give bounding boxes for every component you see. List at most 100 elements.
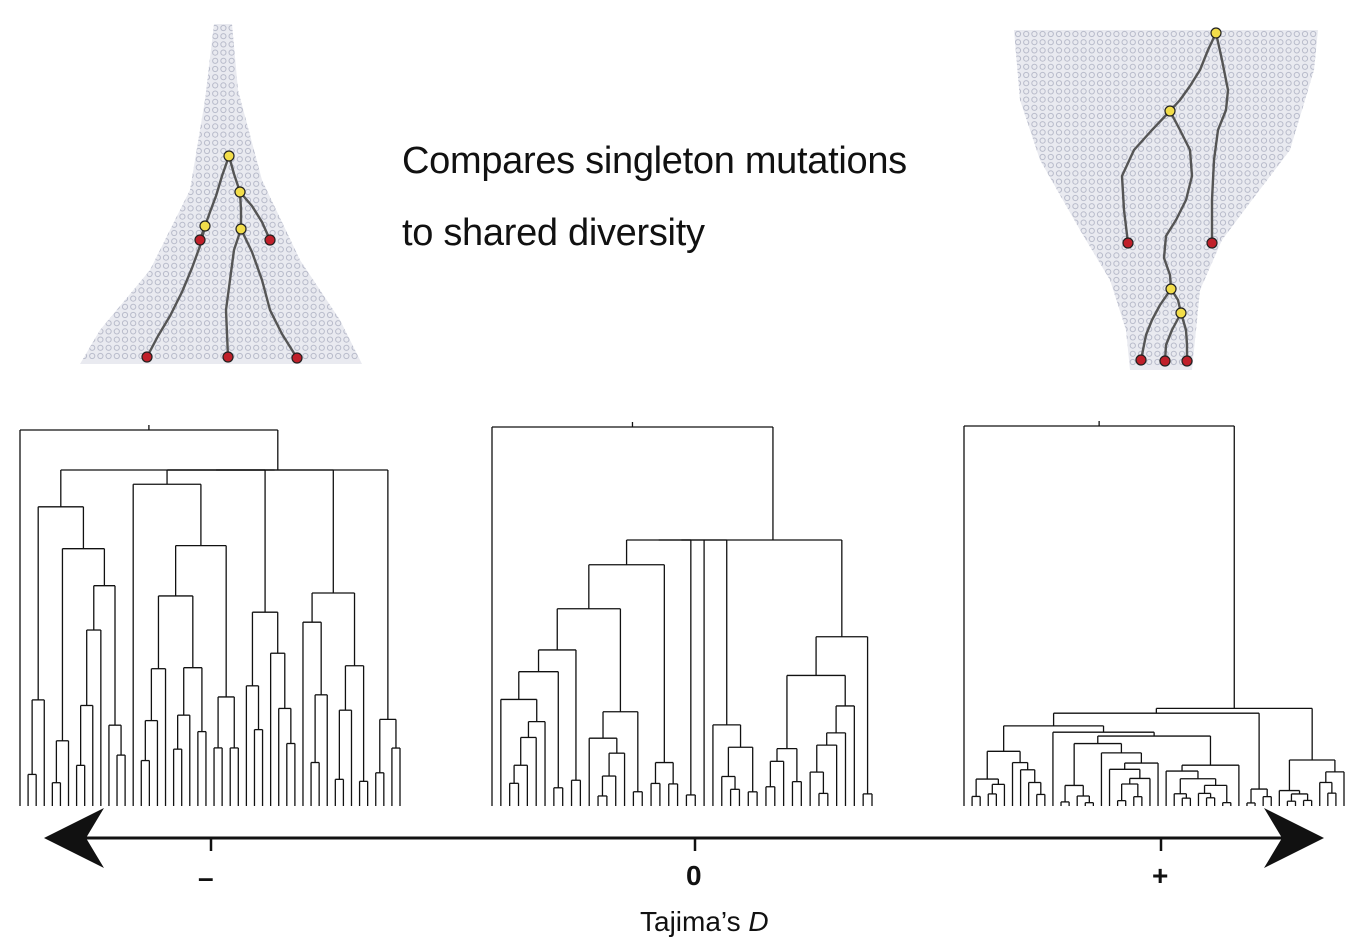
generation-dot xyxy=(1023,293,1030,300)
generation-dot xyxy=(253,33,260,40)
generation-dot xyxy=(1047,252,1054,259)
ancestor-node xyxy=(1210,27,1222,39)
generation-dot xyxy=(1162,39,1169,46)
generation-dot xyxy=(285,41,293,48)
generation-dot xyxy=(343,74,350,81)
generation-dot xyxy=(1096,96,1104,103)
generation-dot xyxy=(113,33,120,40)
generation-dot xyxy=(80,213,88,220)
generation-dot xyxy=(1064,170,1071,177)
generation-dot xyxy=(1277,55,1284,62)
generation-dot xyxy=(261,90,268,97)
generation-dot xyxy=(187,164,194,171)
generation-dot xyxy=(1047,293,1054,300)
generation-dot xyxy=(318,147,325,155)
generation-dot xyxy=(236,24,243,32)
generation-dot xyxy=(1113,252,1120,259)
generation-dot xyxy=(171,352,178,360)
generation-dot xyxy=(335,205,342,212)
generation-dot xyxy=(1055,293,1063,300)
generation-dot xyxy=(1236,39,1243,46)
generation-dot xyxy=(1269,194,1276,202)
generation-dot xyxy=(97,352,104,360)
generation-dot xyxy=(335,106,342,114)
generation-dot xyxy=(154,320,161,327)
generation-dot xyxy=(1203,219,1210,226)
generation-dot xyxy=(1293,301,1300,308)
generation-dot xyxy=(1129,162,1136,169)
generation-dot xyxy=(1055,252,1063,259)
generation-dot xyxy=(138,131,145,138)
generation-dot xyxy=(1277,252,1284,259)
generation-dot xyxy=(343,49,350,56)
generation-dot xyxy=(1031,104,1038,111)
generation-dot xyxy=(1269,39,1276,46)
generation-dot xyxy=(310,197,317,204)
generation-dot xyxy=(1293,358,1300,366)
generation-dot xyxy=(302,49,309,56)
generation-dot xyxy=(269,57,276,64)
generation-dot xyxy=(1113,137,1120,144)
generation-dot xyxy=(1170,63,1177,70)
generation-dot xyxy=(326,246,334,253)
generation-dot xyxy=(162,123,170,130)
generation-dot xyxy=(302,82,309,89)
generation-dot xyxy=(1293,137,1300,144)
generation-dot xyxy=(1310,268,1317,275)
generation-dot xyxy=(1080,137,1087,144)
generation-dot xyxy=(1096,104,1104,111)
generation-dot xyxy=(154,205,161,212)
generation-dot xyxy=(1088,203,1095,210)
generation-dot xyxy=(318,229,325,237)
generation-dot xyxy=(1228,39,1235,46)
generation-dot xyxy=(351,172,358,179)
generation-dot xyxy=(1080,334,1087,341)
generation-dot xyxy=(162,270,170,278)
generation-dot xyxy=(1187,301,1194,308)
generation-dot xyxy=(97,74,104,81)
generation-dot xyxy=(285,164,293,171)
generation-dot xyxy=(80,131,88,138)
generation-dot xyxy=(89,320,96,327)
generation-dot xyxy=(1105,129,1112,136)
generation-dot xyxy=(113,106,120,114)
generation-dot xyxy=(113,311,120,319)
generation-dot xyxy=(1228,235,1235,243)
generation-dot xyxy=(1228,162,1235,169)
generation-dot xyxy=(130,221,137,228)
generation-dot xyxy=(244,147,252,155)
generation-dot xyxy=(1236,88,1243,95)
generation-dot xyxy=(179,270,186,278)
generation-dot xyxy=(1088,47,1095,54)
generation-dot xyxy=(1088,170,1095,177)
generation-dot xyxy=(1047,88,1054,95)
generation-dot xyxy=(195,344,202,351)
generation-dot xyxy=(89,172,96,179)
generation-dot xyxy=(1088,252,1095,259)
generation-dot xyxy=(1047,96,1054,103)
generation-dot xyxy=(335,221,342,228)
generation-dot xyxy=(203,336,211,343)
generation-dot xyxy=(1031,293,1038,300)
generation-dot xyxy=(244,106,252,114)
generation-dot xyxy=(343,106,350,114)
generation-dot xyxy=(113,336,120,343)
generation-dot xyxy=(1310,342,1317,349)
generation-dot xyxy=(1187,211,1194,218)
generation-dot xyxy=(1244,235,1251,243)
generation-dot xyxy=(1310,162,1317,169)
generation-dot xyxy=(326,180,334,187)
generation-dot xyxy=(1228,276,1235,284)
generation-dot xyxy=(1080,162,1087,169)
generation-dot xyxy=(1146,178,1153,185)
generation-dot xyxy=(1014,170,1022,177)
generation-dot xyxy=(1195,219,1202,226)
generation-dot xyxy=(1146,153,1153,161)
generation-dot xyxy=(1014,145,1022,152)
generation-dot xyxy=(1187,219,1194,226)
generation-dot xyxy=(1195,194,1202,202)
generation-dot xyxy=(171,131,178,138)
generation-dot xyxy=(335,320,342,327)
generation-dot xyxy=(1064,276,1071,284)
generation-dot xyxy=(97,320,104,327)
